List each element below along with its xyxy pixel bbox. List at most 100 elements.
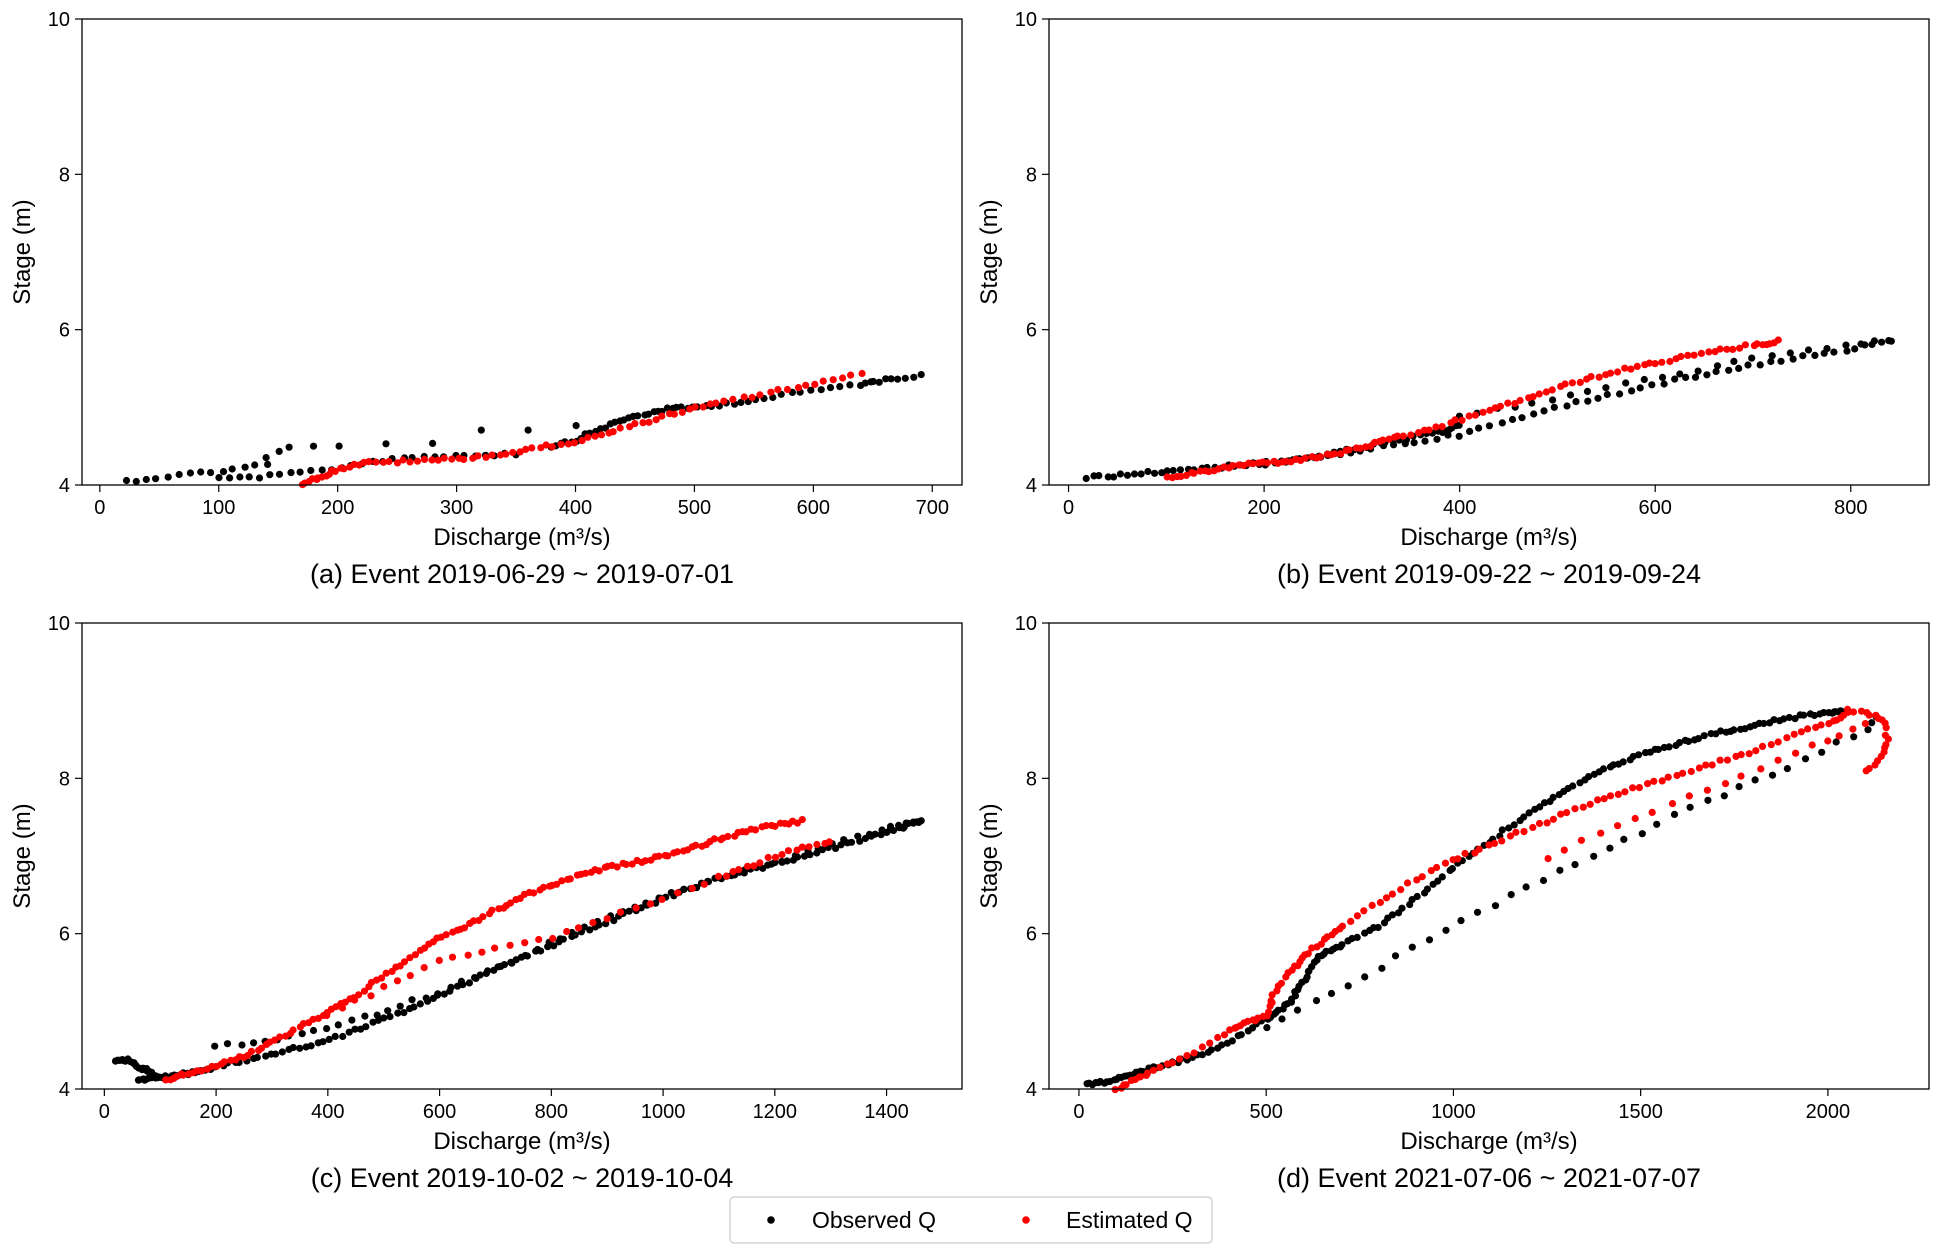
observed-point [895,821,903,830]
observed-point [1638,830,1646,838]
y-tick-label: 10 [1015,613,1037,635]
observed-point [869,377,877,386]
estimated-point [340,465,348,473]
estimated-point [351,996,359,1004]
observed-point [1800,711,1808,719]
observed-point [1648,381,1656,389]
estimated-point [1214,465,1222,473]
observed-point [1682,373,1690,381]
observed-point [521,951,529,960]
observed-point [1344,982,1352,990]
observed-point [1378,964,1386,972]
estimated-point [1529,393,1537,401]
observed-point [1434,877,1442,885]
observed-point [1713,362,1722,370]
observed-point [1556,866,1564,874]
estimated-point [528,444,536,452]
observed-point [625,907,633,915]
observed-point [663,404,672,412]
observed-point [1735,364,1743,372]
estimated-point [658,412,666,420]
observed-point [1312,997,1321,1005]
observed-point [1603,390,1611,399]
estimated-point [1716,345,1724,353]
observed-point [1228,1037,1236,1045]
estimated-point [712,399,720,407]
observed-point [1408,943,1416,951]
observed-point [580,923,589,931]
estimated-point [377,974,386,982]
estimated-point [1576,378,1584,386]
observed-point [1116,470,1124,478]
observed-point [1327,989,1336,998]
observed-point [238,1041,246,1049]
estimated-point [1317,940,1325,948]
estimated-point [1723,345,1731,353]
estimated-point [1229,462,1237,470]
observed-point [1694,367,1702,375]
observed-point [477,426,485,434]
observed-point [634,412,642,420]
observed-point [1768,771,1777,779]
x-tick-label: 800 [535,1101,568,1123]
observed-point [1466,427,1474,435]
observed-point [331,1032,339,1040]
estimated-point [691,403,699,411]
observed-point [909,819,917,827]
estimated-point [674,889,682,897]
estimated-point [1471,411,1479,419]
estimated-point [616,424,624,432]
estimated-point [393,459,402,467]
x-tick-label: 1400 [864,1101,909,1123]
observed-point [287,469,295,477]
plot-frame [81,622,963,1090]
estimated-point [1397,886,1405,894]
estimated-point [1664,773,1672,781]
observed-point [901,374,909,382]
y-axis-label: Stage (m) [976,803,1003,908]
estimated-point [750,862,758,870]
estimated-point [1606,369,1615,377]
observed-point [369,1018,377,1026]
estimated-point [767,388,775,396]
estimated-point [1561,380,1569,388]
estimated-point [1388,890,1396,898]
x-tick-label: 500 [1250,1101,1283,1123]
x-tick-label: 1000 [641,1101,686,1123]
observed-point [1770,716,1778,724]
estimated-point [699,403,707,411]
observed-point [262,1052,270,1060]
estimated-point [563,927,571,936]
estimated-point [1301,454,1309,462]
observed-point [1786,349,1794,357]
estimated-point [400,958,409,966]
observed-point [1730,357,1738,365]
observed-point [1658,373,1667,381]
estimated-point [1345,446,1353,454]
observed-point [1388,911,1397,919]
observed-point [1566,391,1575,399]
estimated-point [1548,386,1556,394]
observed-point [122,476,131,485]
observed-point [1785,713,1793,722]
observed-point [345,1028,353,1036]
observed-point [334,1021,342,1029]
observed-point [1804,346,1813,354]
estimated-point [700,880,708,888]
estimated-point [1684,351,1692,359]
observed-point [1777,357,1785,365]
y-axis-label: Stage (m) [976,199,1003,304]
estimated-point [549,934,557,943]
estimated-point [1485,841,1493,849]
estimated-point [1633,362,1641,370]
estimated-point [729,395,737,403]
estimated-point [1330,450,1339,458]
observed-point [1700,732,1708,740]
observed-point [1421,437,1429,445]
observed-point [1457,917,1465,925]
estimated-point [1677,352,1685,361]
estimated-point [1812,723,1820,732]
estimated-point [1587,373,1595,381]
estimated-point [1413,876,1421,884]
